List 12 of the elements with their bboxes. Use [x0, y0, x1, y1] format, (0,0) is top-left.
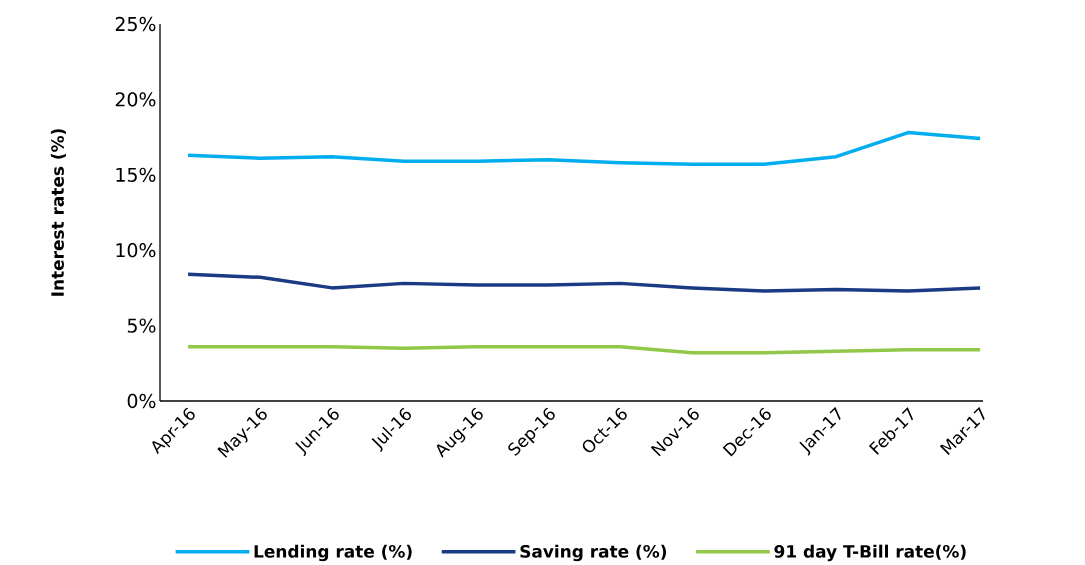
legend-label: Saving rate (%): [520, 544, 667, 562]
y-tick-label: 20%: [115, 92, 156, 107]
line-series: [186, 130, 982, 166]
y-axis-title: Interest rates (%): [50, 129, 66, 296]
line-series: [186, 272, 982, 293]
y-tick-label: 5%: [127, 318, 156, 333]
legend-label: 91 day T-Bill rate(%): [774, 544, 966, 562]
y-tick-label: 0%: [127, 393, 156, 409]
y-tick-label: 15%: [116, 167, 156, 182]
y-tick-label: 25%: [115, 16, 156, 32]
legend-label: Lending rate (%): [254, 544, 412, 562]
y-tick-label: 10%: [116, 243, 156, 258]
